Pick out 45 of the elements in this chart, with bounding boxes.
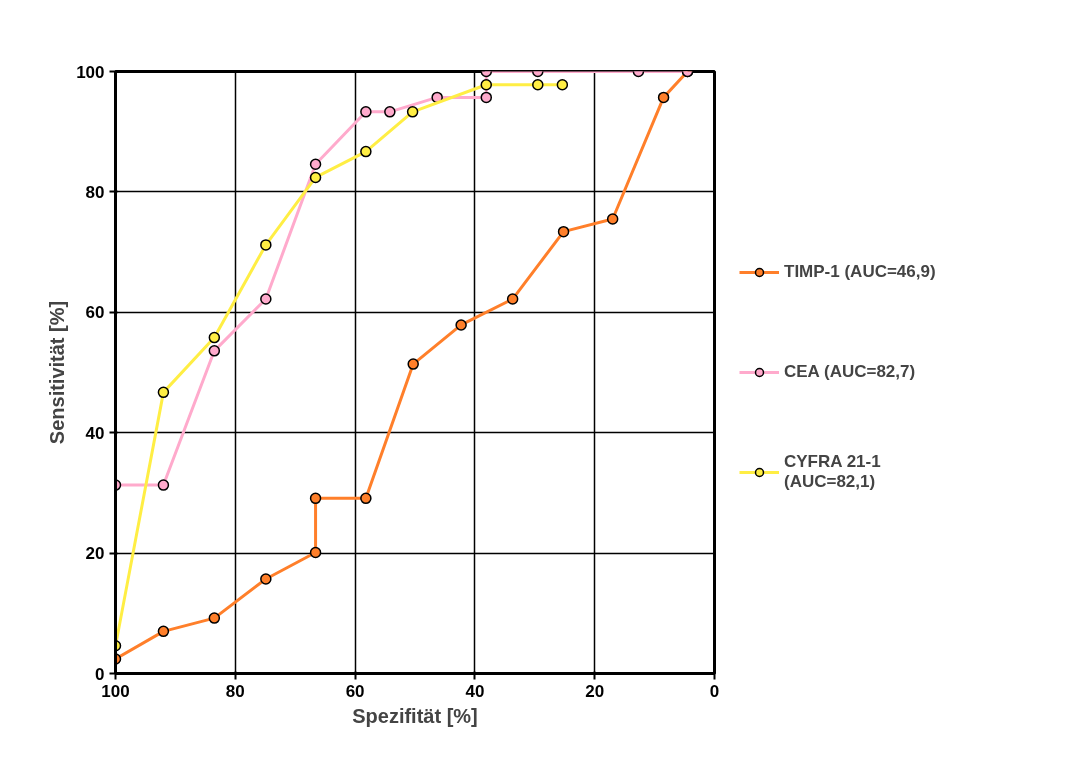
point xyxy=(480,79,493,91)
point xyxy=(360,145,372,158)
x-tick-label: 0 xyxy=(709,681,720,701)
y-tick-label: 0 xyxy=(95,664,105,684)
point xyxy=(260,293,272,305)
point xyxy=(208,345,221,357)
y-tick-label: 80 xyxy=(85,182,105,202)
x-tick-label: 20 xyxy=(585,681,605,701)
point xyxy=(606,213,619,225)
point xyxy=(309,546,322,559)
point xyxy=(157,386,170,399)
point xyxy=(407,358,419,370)
point xyxy=(309,171,322,184)
point xyxy=(556,79,569,91)
point xyxy=(360,106,372,118)
y-tick-label: 100 xyxy=(76,62,105,82)
point xyxy=(657,91,670,104)
point xyxy=(360,492,372,505)
point xyxy=(406,106,419,118)
x-tick-label: 40 xyxy=(465,681,485,701)
point xyxy=(557,225,570,238)
point xyxy=(532,79,544,91)
point xyxy=(260,239,272,251)
legend-label: CYFRA 21-1 (AUC=82,1) xyxy=(784,452,881,492)
point xyxy=(480,91,493,104)
point xyxy=(309,158,322,170)
y-tick-label: 40 xyxy=(85,423,105,443)
legend-label: TIMP-1 (AUC=46,9) xyxy=(784,261,936,283)
point xyxy=(309,492,322,505)
y-tick-label: 60 xyxy=(85,303,105,323)
x-tick-label: 60 xyxy=(345,681,365,701)
point xyxy=(260,573,272,585)
legend-label: CEA (AUC=82,7) xyxy=(784,361,916,383)
point xyxy=(384,106,396,118)
point xyxy=(208,331,221,344)
x-tick-label: 100 xyxy=(101,681,130,701)
y-axis-title: Sensitivität [%] xyxy=(46,300,69,445)
point xyxy=(157,479,170,491)
y-tick-label: 20 xyxy=(85,544,105,564)
x-axis-title: Spezifität [%] xyxy=(352,704,478,727)
point xyxy=(208,612,221,624)
point xyxy=(157,625,170,638)
point xyxy=(455,319,467,331)
point xyxy=(506,293,519,305)
x-tick-label: 80 xyxy=(225,681,245,701)
